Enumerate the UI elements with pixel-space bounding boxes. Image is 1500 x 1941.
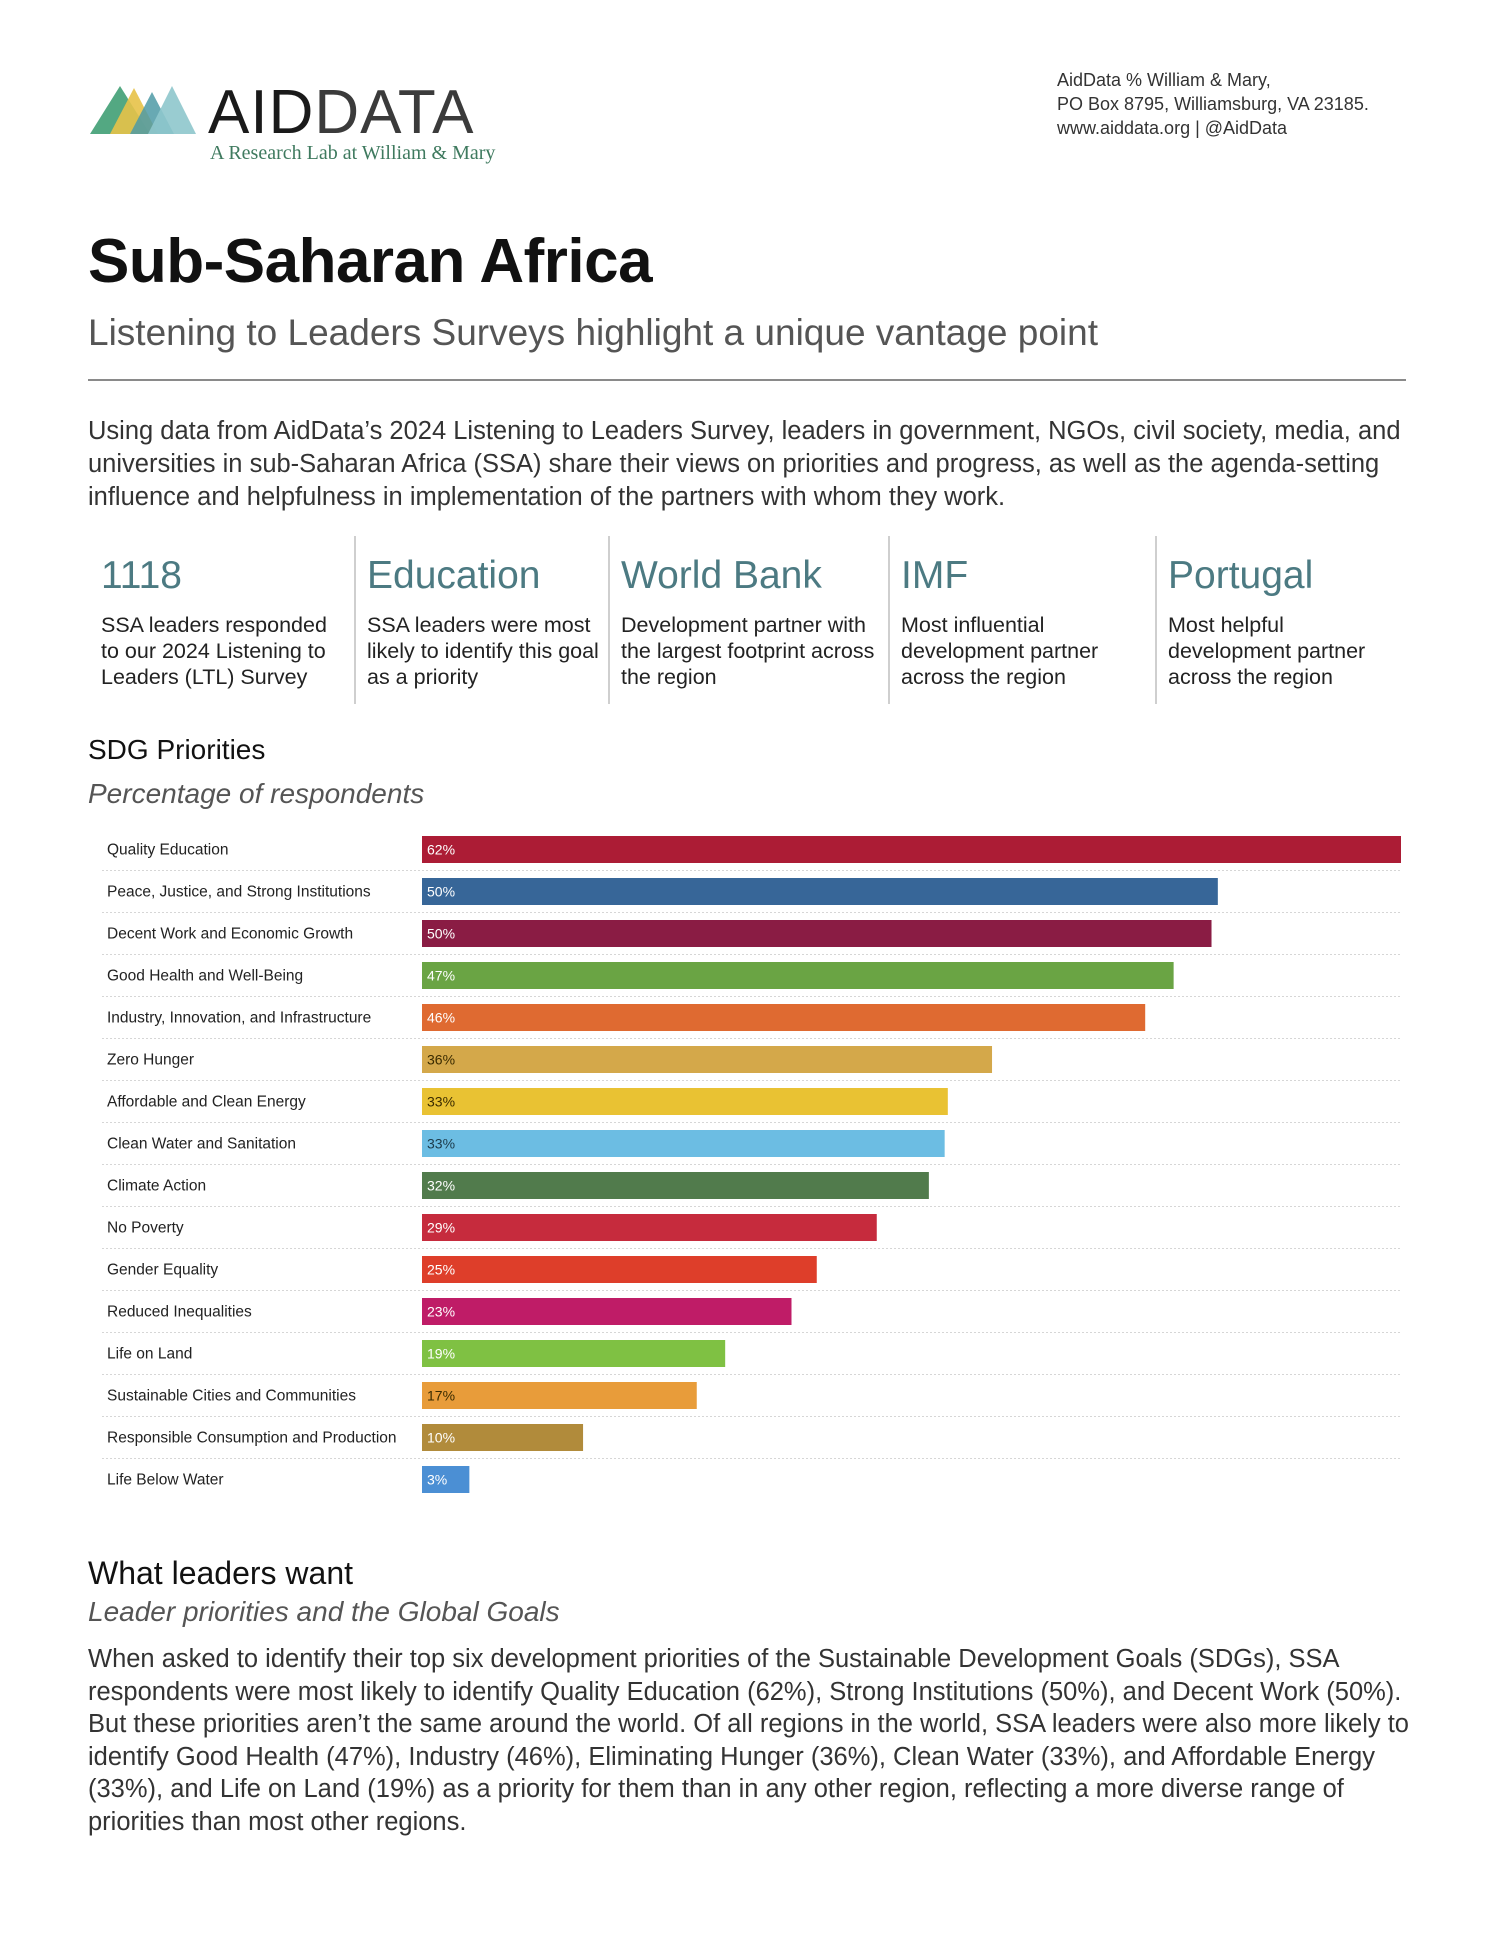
bar-value-label: 33% bbox=[427, 1136, 455, 1152]
stat-box: Education SSA leaders were most likely t… bbox=[354, 536, 604, 704]
address-web[interactable]: www.aiddata.org | @AidData bbox=[1057, 118, 1288, 138]
bar-value-label: 10% bbox=[427, 1430, 455, 1446]
chart-heading: SDG Priorities bbox=[88, 734, 266, 765]
bar bbox=[422, 1088, 948, 1115]
category-label: Gender Equality bbox=[107, 1262, 218, 1279]
bar-value-label: 46% bbox=[427, 1010, 455, 1026]
category-label: Sustainable Cities and Communities bbox=[107, 1388, 356, 1405]
bar-value-label: 33% bbox=[427, 1094, 455, 1110]
bar bbox=[422, 1382, 697, 1409]
stat-box: World Bank Development partner with the … bbox=[608, 536, 888, 704]
bar bbox=[422, 962, 1174, 989]
bar-value-label: 23% bbox=[427, 1304, 455, 1320]
stat-box: 1118 SSA leaders responded to our 2024 L… bbox=[88, 536, 348, 704]
stat-separator bbox=[608, 536, 610, 704]
bar-value-label: 50% bbox=[427, 884, 455, 900]
address-line: PO Box 8795, Williamsburg, VA 23185. bbox=[1057, 94, 1369, 114]
category-label: No Poverty bbox=[107, 1220, 184, 1237]
intro-paragraph: Using data from AidData’s 2024 Listening… bbox=[88, 417, 1401, 511]
bar bbox=[422, 836, 1401, 863]
bar bbox=[422, 1172, 929, 1199]
category-label: Zero Hunger bbox=[107, 1052, 194, 1069]
category-label: Decent Work and Economic Growth bbox=[107, 926, 353, 943]
bar bbox=[422, 1214, 877, 1241]
bar bbox=[422, 1298, 792, 1325]
category-label: Climate Action bbox=[107, 1178, 206, 1195]
section-subheading: Leader priorities and the Global Goals bbox=[88, 1596, 560, 1627]
sdg-priorities-chart: Quality Education 62% Peace, Justice, and … bbox=[102, 836, 1402, 1493]
aiddata-logo-mark bbox=[90, 86, 196, 134]
stat-description: SSA leaders responded to our 2024 Listen… bbox=[101, 613, 327, 689]
stat-separator bbox=[1155, 536, 1157, 704]
bar bbox=[422, 920, 1212, 947]
bar bbox=[422, 1004, 1146, 1031]
address-block: AidData % William & Mary, PO Box 8795, W… bbox=[1057, 68, 1369, 140]
section-body: When asked to identify their top six dev… bbox=[88, 1645, 1409, 1836]
bar bbox=[422, 1466, 470, 1493]
bar-value-label: 50% bbox=[427, 926, 455, 942]
category-label: Clean Water and Sanitation bbox=[107, 1136, 296, 1153]
bar bbox=[422, 1046, 993, 1073]
category-label: Life on Land bbox=[107, 1346, 192, 1363]
stat-value: Portugal bbox=[1168, 554, 1314, 597]
bar-value-label: 25% bbox=[427, 1262, 455, 1278]
bar-value-label: 47% bbox=[427, 968, 455, 984]
category-label: Industry, Innovation, and Infrastructure bbox=[107, 1010, 371, 1027]
bar-value-label: 62% bbox=[427, 842, 455, 858]
category-label: Affordable and Clean Energy bbox=[107, 1094, 306, 1111]
stat-value: 1118 bbox=[101, 554, 182, 597]
category-label: Life Below Water bbox=[107, 1472, 224, 1489]
bar-value-label: 36% bbox=[427, 1052, 455, 1068]
category-label: Peace, Justice, and Strong Institutions bbox=[107, 884, 371, 901]
stat-separator bbox=[888, 536, 890, 704]
section-heading: What leaders want bbox=[88, 1555, 354, 1591]
address-line: AidData % William & Mary, bbox=[1057, 70, 1271, 90]
stat-value: World Bank bbox=[621, 554, 822, 597]
logo-tagline: A Research Lab at William & Mary bbox=[210, 142, 496, 164]
bar bbox=[422, 1256, 817, 1283]
stat-box: IMF Most influential development partner… bbox=[888, 536, 1156, 704]
category-label: Responsible Consumption and Production bbox=[107, 1430, 397, 1447]
divider bbox=[88, 379, 1406, 381]
stat-description: Most helpful development partner across … bbox=[1168, 613, 1366, 689]
page-subtitle: Listening to Leaders Surveys highlight a… bbox=[88, 312, 1098, 353]
stat-value: Education bbox=[367, 554, 541, 597]
category-label: Good Health and Well-Being bbox=[107, 968, 303, 985]
bar bbox=[422, 1424, 584, 1451]
page-title: Sub-Saharan Africa bbox=[88, 227, 653, 296]
logo-triangle-light bbox=[148, 86, 196, 134]
bar-value-label: 3% bbox=[427, 1472, 447, 1488]
bar bbox=[422, 1340, 726, 1367]
chart-subheading: Percentage of respondents bbox=[88, 778, 425, 809]
category-label: Quality Education bbox=[107, 842, 229, 859]
stat-box: Portugal Most helpful development partne… bbox=[1155, 536, 1415, 704]
logo-wordmark: AIDDATA bbox=[208, 78, 475, 147]
bar bbox=[422, 878, 1218, 905]
bar-value-label: 19% bbox=[427, 1346, 455, 1362]
bar-value-label: 17% bbox=[427, 1388, 455, 1404]
stat-description: SSA leaders were most likely to identify… bbox=[367, 613, 599, 689]
category-label: Reduced Inequalities bbox=[107, 1304, 252, 1321]
bar bbox=[422, 1130, 945, 1157]
bar-value-label: 29% bbox=[427, 1220, 455, 1236]
stat-value: IMF bbox=[901, 554, 969, 597]
bar-value-label: 32% bbox=[427, 1178, 455, 1194]
stat-description: Most influential development partner acr… bbox=[901, 613, 1099, 689]
stat-separator bbox=[354, 536, 356, 704]
stat-description: Development partner with the largest foo… bbox=[621, 613, 875, 689]
